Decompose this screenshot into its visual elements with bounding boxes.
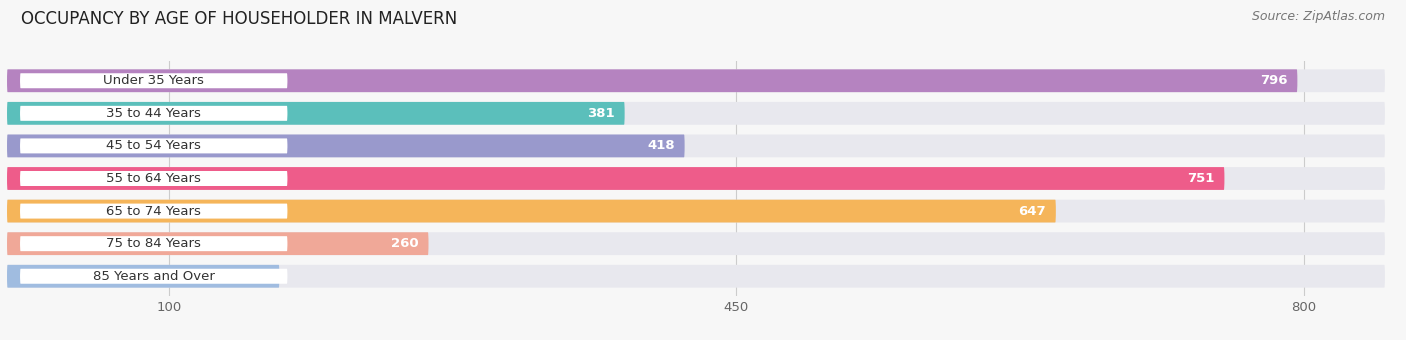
Text: 35 to 44 Years: 35 to 44 Years (107, 107, 201, 120)
FancyBboxPatch shape (7, 102, 624, 125)
FancyBboxPatch shape (20, 138, 287, 153)
FancyBboxPatch shape (7, 167, 1385, 190)
FancyBboxPatch shape (20, 204, 287, 219)
FancyBboxPatch shape (7, 200, 1056, 222)
Text: 55 to 64 Years: 55 to 64 Years (107, 172, 201, 185)
FancyBboxPatch shape (20, 269, 287, 284)
Text: 260: 260 (391, 237, 419, 250)
Text: 647: 647 (1018, 205, 1046, 218)
FancyBboxPatch shape (20, 236, 287, 251)
Text: 751: 751 (1187, 172, 1215, 185)
Text: 796: 796 (1260, 74, 1288, 87)
Text: 85 Years and Over: 85 Years and Over (93, 270, 215, 283)
FancyBboxPatch shape (7, 69, 1385, 92)
FancyBboxPatch shape (20, 171, 287, 186)
FancyBboxPatch shape (7, 232, 1385, 255)
Text: 418: 418 (647, 139, 675, 152)
Text: 45 to 54 Years: 45 to 54 Years (107, 139, 201, 152)
Text: Source: ZipAtlas.com: Source: ZipAtlas.com (1251, 10, 1385, 23)
FancyBboxPatch shape (7, 167, 1225, 190)
FancyBboxPatch shape (7, 102, 1385, 125)
Text: Under 35 Years: Under 35 Years (103, 74, 204, 87)
Text: 168: 168 (242, 270, 270, 283)
FancyBboxPatch shape (7, 135, 1385, 157)
Text: 65 to 74 Years: 65 to 74 Years (107, 205, 201, 218)
Text: OCCUPANCY BY AGE OF HOUSEHOLDER IN MALVERN: OCCUPANCY BY AGE OF HOUSEHOLDER IN MALVE… (21, 10, 457, 28)
FancyBboxPatch shape (7, 200, 1385, 222)
FancyBboxPatch shape (7, 265, 280, 288)
FancyBboxPatch shape (7, 69, 1298, 92)
Text: 75 to 84 Years: 75 to 84 Years (107, 237, 201, 250)
FancyBboxPatch shape (7, 232, 429, 255)
Text: 381: 381 (588, 107, 614, 120)
FancyBboxPatch shape (7, 135, 685, 157)
FancyBboxPatch shape (20, 73, 287, 88)
FancyBboxPatch shape (7, 265, 1385, 288)
FancyBboxPatch shape (20, 106, 287, 121)
